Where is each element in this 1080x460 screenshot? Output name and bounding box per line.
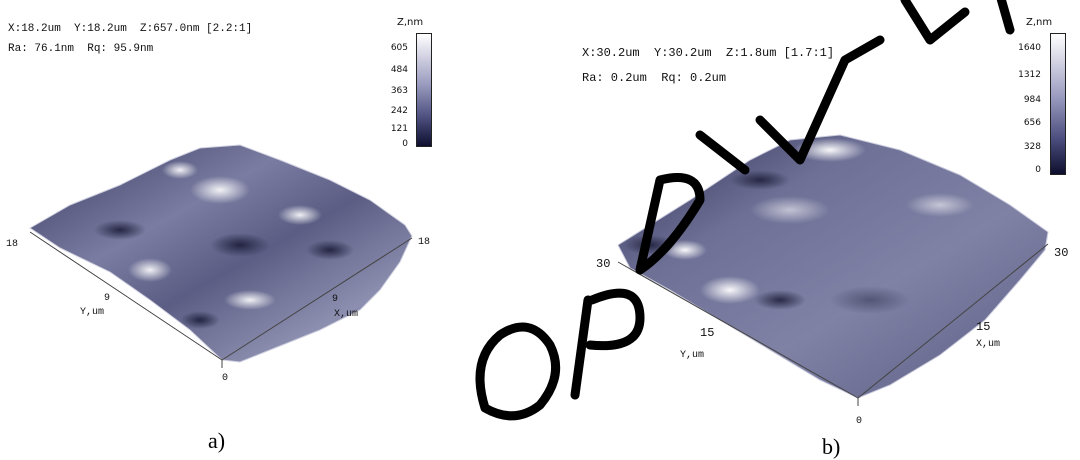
afm-panel-b: X:30.2um Y:30.2um Z:1.8um [1.7:1] Ra: 0.…	[540, 0, 1080, 459]
axis-x-max-a: 18	[418, 237, 430, 248]
colorbar-tick-b: 1640	[1018, 43, 1041, 53]
readout-roughness-b: Ra: 0.2um Rq: 0.2um	[582, 71, 727, 85]
axis-y-max-b: 30	[596, 257, 610, 271]
surface-plot-b: 30 15 Y,um 30 15 X,um 0	[596, 134, 1068, 427]
colorbar-tick-a: 484	[390, 65, 408, 75]
axis-y-mid-b: 15	[700, 326, 714, 340]
colorbar-unit-b: Z,nm	[1026, 17, 1053, 28]
colorbar-tick-b: 1312	[1018, 70, 1041, 80]
axis-x-label-b: X,um	[976, 339, 1000, 350]
colorbar-tick-b: 984	[1023, 95, 1041, 105]
colorbar-tick-a: 0	[402, 139, 408, 149]
colorbar-b	[1050, 33, 1066, 175]
colorbar-unit-a: Z,nm	[397, 17, 424, 28]
colorbar-tick-a: 121	[390, 124, 408, 134]
surface-plot-a: 18 9 Y,um 18 9 X,um 0	[6, 144, 430, 384]
axis-y-max-a: 18	[6, 239, 18, 250]
colorbar-tick-b: 0	[1035, 165, 1041, 175]
colorbar-tick-a: 605	[390, 43, 408, 53]
axis-y-mid-a: 9	[104, 293, 110, 304]
readout-roughness-a: Ra: 76.1nm Rq: 95.9nm	[8, 43, 154, 55]
colorbar-a	[416, 33, 432, 147]
axis-x-label-a: X,um	[334, 309, 358, 320]
colorbar-tick-b: 328	[1023, 142, 1041, 152]
axis-origin-a: 0	[222, 373, 228, 384]
colorbar-tick-a: 363	[390, 86, 408, 96]
axis-x-mid-a: 9	[332, 294, 338, 305]
axis-y-label-b: Y,um	[680, 350, 704, 361]
colorbar-tick-a: 242	[390, 106, 408, 116]
axis-y-label-a: Y,um	[80, 307, 104, 318]
caption-a: a)	[208, 428, 226, 453]
axis-origin-b: 0	[856, 416, 862, 427]
afm-panel-a: X:18.2um Y:18.2um Z:657.0nm [2.2:1] Ra: …	[0, 0, 540, 459]
readout-dimensions-a: X:18.2um Y:18.2um Z:657.0nm [2.2:1]	[8, 23, 253, 35]
axis-x-max-b: 30	[1054, 246, 1068, 260]
colorbar-tick-b: 656	[1023, 118, 1041, 128]
axis-x-mid-b: 15	[976, 320, 990, 334]
caption-b: b)	[822, 434, 841, 459]
